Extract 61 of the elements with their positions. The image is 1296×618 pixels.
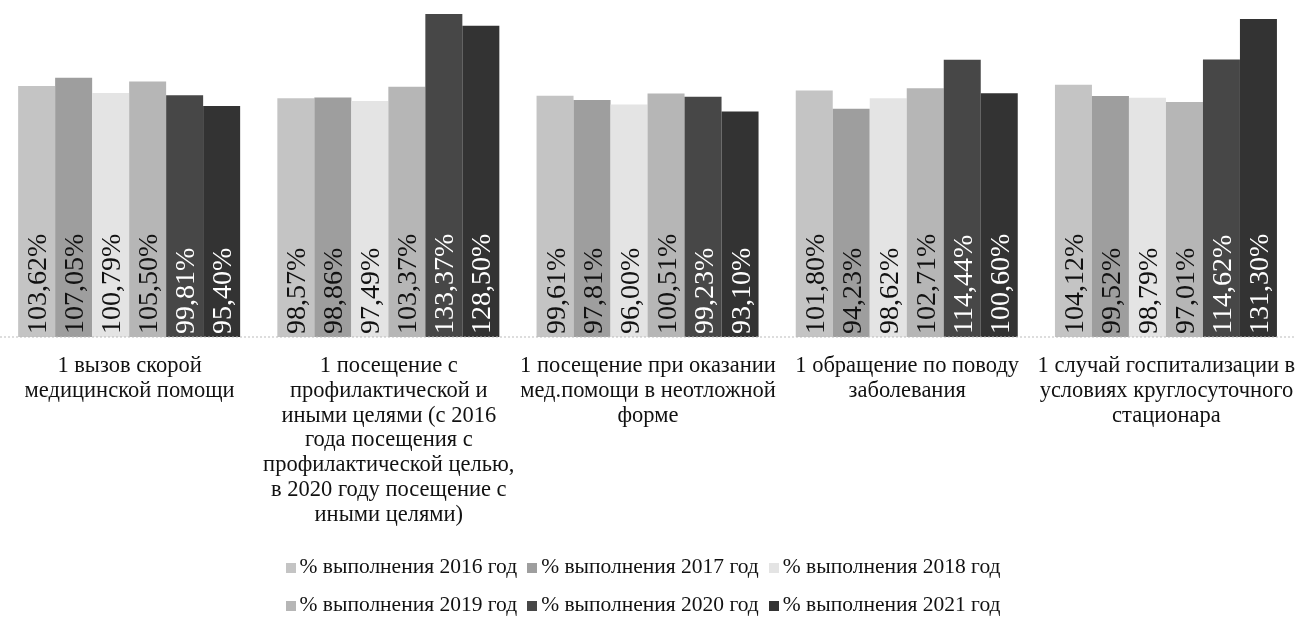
bar — [684, 96, 722, 337]
x-tick-label: 1 обращение по поводу заболевания — [795, 351, 1020, 402]
bar — [980, 93, 1018, 337]
bar — [462, 25, 500, 337]
data-label: 94,23% — [835, 247, 867, 334]
data-label: 97,81% — [576, 247, 608, 334]
x-tick-label: 1 посещение с профилактической и иными целями (с 2016 года посещения с профилактической целью, в 2020 году посещение с иными целями) — [263, 351, 515, 526]
bar — [314, 97, 352, 337]
bar — [351, 100, 389, 337]
data-label: 99,52% — [1094, 247, 1126, 334]
data-label: 98,57% — [280, 247, 312, 334]
data-label: 100,51% — [650, 233, 682, 334]
bar — [1239, 19, 1277, 337]
data-label: 98,79% — [1131, 247, 1163, 334]
bar — [943, 59, 981, 337]
bar — [573, 100, 611, 337]
data-label: 99,61% — [539, 247, 571, 334]
data-label: 128,50% — [465, 233, 497, 334]
data-label: 114,62% — [1205, 234, 1237, 334]
data-label: 103,62% — [21, 233, 53, 334]
data-label: 98,62% — [872, 247, 904, 334]
bar — [832, 108, 870, 337]
bar — [425, 14, 463, 337]
data-label: 93,10% — [724, 247, 756, 334]
data-label: 133,37% — [428, 233, 460, 334]
data-label: 98,86% — [317, 247, 349, 334]
bar — [92, 92, 130, 337]
bar — [610, 104, 648, 337]
bar — [869, 98, 907, 337]
data-label: 104,12% — [1057, 233, 1089, 334]
x-tick-label: 1 вызов скорой медицинской помощи — [24, 351, 235, 402]
bar — [721, 111, 759, 337]
data-label: 102,71% — [909, 233, 941, 334]
data-label: 99,81% — [169, 247, 201, 334]
bar — [1091, 95, 1129, 337]
x-tick-label: 1 случай госпитализации в условиях круглосуточного стационара — [1037, 351, 1296, 427]
data-label: 107,05% — [58, 233, 90, 334]
legend-label: % выполнения 2017 год — [541, 554, 759, 578]
bar — [1128, 97, 1166, 337]
legend-label: % выполнения 2020 год — [541, 592, 759, 616]
x-tick-label: 1 посещение при оказании мед.помощи в неотложной форме — [520, 351, 776, 427]
legend-label: % выполнения 2019 год — [299, 592, 518, 616]
data-label: 97,49% — [354, 247, 386, 334]
legend-label: % выполнения 2016 год — [299, 554, 518, 578]
bar — [203, 105, 241, 337]
data-label: 131,30% — [1242, 233, 1274, 334]
data-label: 103,37% — [391, 233, 423, 334]
data-label: 95,40% — [206, 247, 238, 334]
legend-label: % выполнения 2021 год — [782, 592, 1001, 616]
data-label: 101,80% — [798, 233, 830, 334]
data-label: 100,79% — [95, 233, 127, 334]
data-label: 114,44% — [946, 234, 978, 334]
data-label: 96,00% — [613, 247, 645, 334]
bar — [166, 95, 204, 337]
data-label: 100,60% — [983, 233, 1015, 334]
data-label: 97,01% — [1168, 247, 1200, 334]
data-label: 105,50% — [132, 233, 164, 334]
bar — [55, 77, 93, 337]
legend-label: % выполнения 2018 год — [782, 554, 1001, 578]
bar — [1202, 59, 1240, 337]
data-label: 99,23% — [687, 247, 719, 334]
